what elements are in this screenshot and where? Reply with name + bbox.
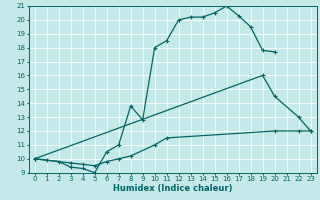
X-axis label: Humidex (Indice chaleur): Humidex (Indice chaleur): [113, 184, 232, 193]
